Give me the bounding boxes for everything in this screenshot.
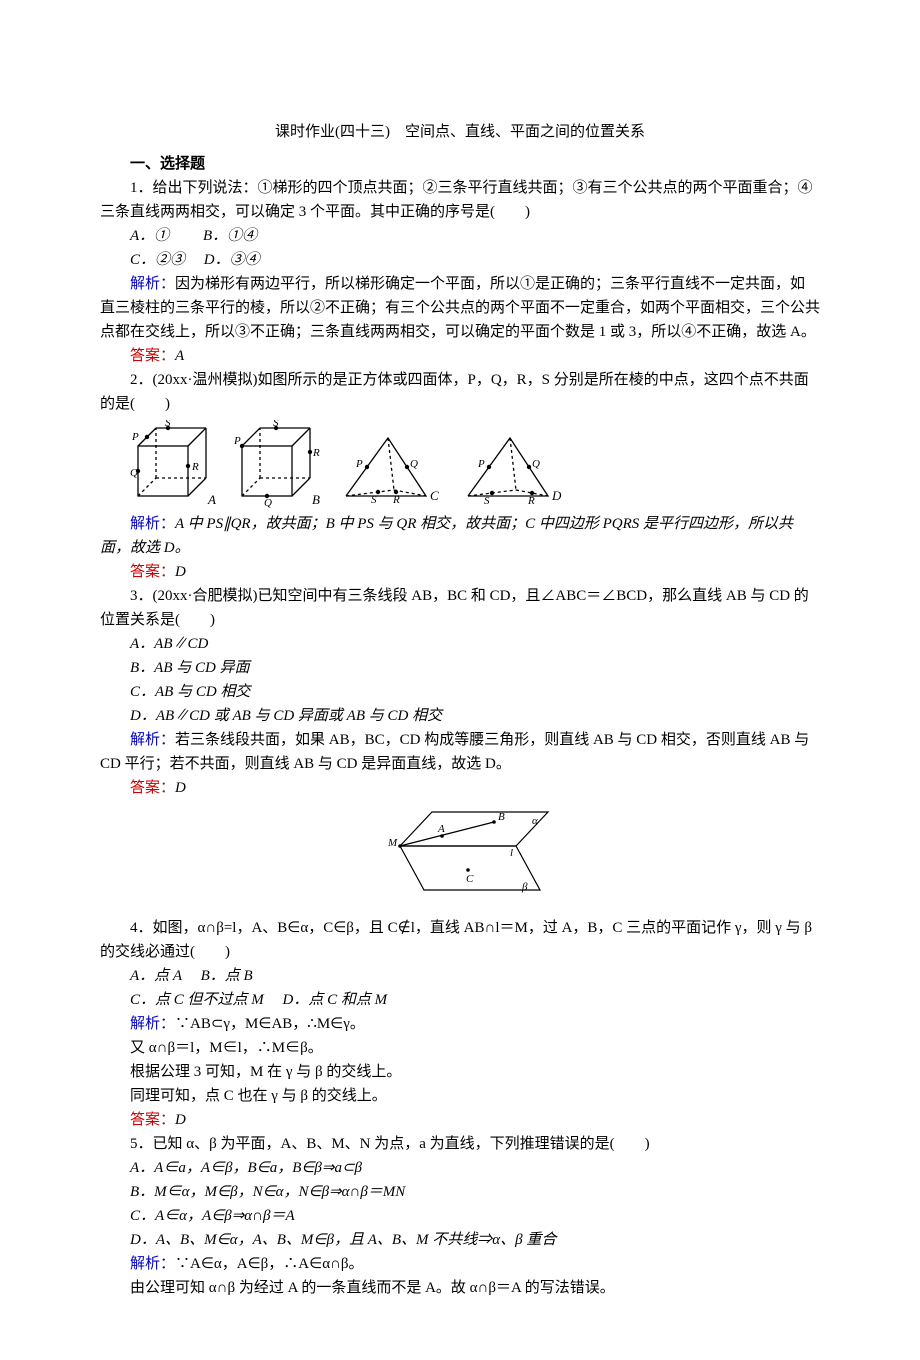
svg-text:P: P bbox=[355, 458, 363, 470]
q5-opt-d: D．A、B、M∈α，A、B、M∈β，且 A、B、M 不共线⇒α、β 重合 bbox=[100, 1228, 820, 1252]
q3-answer: 答案：D bbox=[100, 776, 820, 800]
exp-label: 解析： bbox=[130, 732, 175, 748]
q1-stem: 1．给出下列说法：①梯形的四个顶点共面；②三条平行直线共面；③有三个公共点的两个… bbox=[100, 176, 820, 224]
svg-text:P: P bbox=[477, 458, 485, 470]
q4-figure: A B M C α β l bbox=[100, 804, 820, 912]
q4-exp2: 又 α∩β＝l，M∈l，∴M∈β。 bbox=[100, 1036, 820, 1060]
q4-exp4: 同理可知，点 C 也在 γ 与 β 的交线上。 bbox=[100, 1084, 820, 1108]
fig-label-c: C bbox=[430, 488, 439, 503]
svg-text:R: R bbox=[312, 447, 320, 459]
svg-text:M: M bbox=[387, 837, 398, 849]
q4-exp3: 根据公理 3 可知，M 在 γ 与 β 的交线上。 bbox=[100, 1060, 820, 1084]
svg-text:R: R bbox=[392, 494, 400, 506]
q3-stem: 3．(20xx·合肥模拟)已知空间中有三条线段 AB，BC 和 CD，且∠ABC… bbox=[100, 584, 820, 632]
q1-opt-b: B．①④ bbox=[203, 228, 257, 244]
q1-explanation: 解析：因为梯形有两边平行，所以梯形确定一个平面，所以①是正确的；三条平行直线不一… bbox=[100, 272, 820, 344]
fig-label-b: B bbox=[312, 492, 320, 507]
ans-text: D bbox=[175, 1112, 186, 1128]
q5-opt-b: B．M∈α，M∈β，N∈α，N∈β⇒α∩β＝MN bbox=[100, 1180, 820, 1204]
q4-answer: 答案：D bbox=[100, 1108, 820, 1132]
svg-text:C: C bbox=[466, 873, 474, 885]
exp-text: ∵A∈α，A∈β，∴A∈α∩β。 bbox=[175, 1256, 364, 1272]
q1-answer: 答案：A bbox=[100, 344, 820, 368]
q5-exp1: 解析：∵A∈α，A∈β，∴A∈α∩β。 bbox=[100, 1252, 820, 1276]
q4-opt-c: C．点 C 但不过点 M bbox=[130, 992, 264, 1008]
exp-text: 若三条线段共面，如果 AB，BC，CD 构成等腰三角形，则直线 AB 与 CD … bbox=[100, 732, 809, 772]
q3-opt-c: C．AB 与 CD 相交 bbox=[100, 680, 820, 704]
svg-text:Q: Q bbox=[410, 458, 418, 470]
q5-exp2: 由公理可知 α∩β 为经过 A 的一条直线而不是 A。故 α∩β＝A 的写法错误… bbox=[100, 1276, 820, 1300]
q2-explanation: 解析：A 中 PS∥QR，故共面；B 中 PS 与 QR 相交，故共面；C 中四… bbox=[100, 512, 820, 560]
q4-opt-d: D．点 C 和点 M bbox=[283, 992, 388, 1008]
exp-text: 因为梯形有两边平行，所以梯形确定一个平面，所以①是正确的；三条平行直线不一定共面… bbox=[100, 276, 820, 340]
q5-stem: 5．已知 α、β 为平面，A、B、M、N 为点，a 为直线，下列推理错误的是( … bbox=[100, 1132, 820, 1156]
exp-text: ∵AB⊂γ，M∈AB，∴M∈γ。 bbox=[175, 1016, 365, 1032]
section-heading: 一、选择题 bbox=[100, 152, 820, 176]
q3-opt-b: B．AB 与 CD 异面 bbox=[100, 656, 820, 680]
svg-text:R: R bbox=[527, 495, 535, 507]
fig-label-a: A bbox=[207, 492, 216, 507]
page-title: 课时作业(四十三) 空间点、直线、平面之间的位置关系 bbox=[100, 120, 820, 144]
ans-label: 答案： bbox=[130, 564, 175, 580]
ans-text: D bbox=[175, 780, 186, 796]
q4-stem: 4．如图，α∩β=l，A、B∈α，C∈β，且 C∉l，直线 AB∩l＝M，过 A… bbox=[100, 916, 820, 964]
exp-label: 解析： bbox=[130, 1256, 175, 1272]
q3-explanation: 解析：若三条线段共面，如果 AB，BC，CD 构成等腰三角形，则直线 AB 与 … bbox=[100, 728, 820, 776]
q4-opt-row1: A．点 A B．点 B bbox=[100, 964, 820, 988]
q4-exp1: 解析：∵AB⊂γ，M∈AB，∴M∈γ。 bbox=[100, 1012, 820, 1036]
q1-opt-row2: C．②③ D．③④ bbox=[100, 248, 820, 272]
svg-text:Q: Q bbox=[264, 497, 272, 508]
q2-figures: P S R Q A bbox=[130, 420, 820, 508]
svg-text:S: S bbox=[273, 420, 279, 429]
figure-tetra-c: P Q S R C bbox=[338, 432, 448, 508]
q3-opt-a: A．AB∥CD bbox=[100, 632, 820, 656]
figure-cube-b: P S R Q B bbox=[234, 420, 326, 508]
svg-text:β: β bbox=[521, 881, 528, 893]
q2-stem: 2．(20xx·温州模拟)如图所示的是正方体或四面体，P，Q，R，S 分别是所在… bbox=[100, 368, 820, 416]
fig-label-d: D bbox=[551, 488, 562, 503]
q4-opt-a: A．点 A bbox=[130, 968, 182, 984]
q5-opt-c: C．A∈α，A∈β⇒α∩β＝A bbox=[100, 1204, 820, 1228]
q2-answer: 答案：D bbox=[100, 560, 820, 584]
svg-text:S: S bbox=[484, 495, 490, 507]
ans-label: 答案： bbox=[130, 1112, 175, 1128]
ans-text: D bbox=[175, 564, 186, 580]
exp-label: 解析： bbox=[130, 1016, 175, 1032]
exp-text: A 中 PS∥QR，故共面；B 中 PS 与 QR 相交，故共面；C 中四边形 … bbox=[100, 516, 793, 556]
svg-text:Q: Q bbox=[130, 467, 138, 479]
svg-text:S: S bbox=[165, 420, 171, 429]
svg-text:P: P bbox=[234, 435, 241, 447]
q1-opt-d: D．③④ bbox=[204, 252, 260, 268]
q1-opt-c: C．②③ bbox=[130, 252, 185, 268]
svg-text:A: A bbox=[437, 823, 445, 835]
svg-text:P: P bbox=[131, 431, 139, 443]
svg-text:B: B bbox=[498, 811, 505, 823]
svg-text:Q: Q bbox=[532, 458, 540, 470]
svg-text:l: l bbox=[510, 847, 513, 859]
figure-tetra-d: P Q S R D bbox=[460, 432, 570, 508]
q1-opt-row1: A．① B．①④ bbox=[100, 224, 820, 248]
exp-label: 解析： bbox=[130, 276, 175, 292]
q3-opt-d: D．AB∥CD 或 AB 与 CD 异面或 AB 与 CD 相交 bbox=[100, 704, 820, 728]
ans-label: 答案： bbox=[130, 348, 175, 364]
q1-opt-a: A．① bbox=[130, 228, 169, 244]
svg-text:S: S bbox=[371, 494, 377, 506]
svg-text:α: α bbox=[532, 815, 538, 827]
q5-opt-a: A．A∈a，A∈β，B∈a，B∈β⇒a⊂β bbox=[100, 1156, 820, 1180]
ans-label: 答案： bbox=[130, 780, 175, 796]
exp-label: 解析： bbox=[130, 516, 175, 532]
q4-opt-b: B．点 B bbox=[201, 968, 253, 984]
ans-text: A bbox=[175, 348, 184, 364]
q4-opt-row2: C．点 C 但不过点 M D．点 C 和点 M bbox=[100, 988, 820, 1012]
svg-text:R: R bbox=[191, 461, 199, 473]
figure-cube-a: P S R Q A bbox=[130, 420, 222, 508]
